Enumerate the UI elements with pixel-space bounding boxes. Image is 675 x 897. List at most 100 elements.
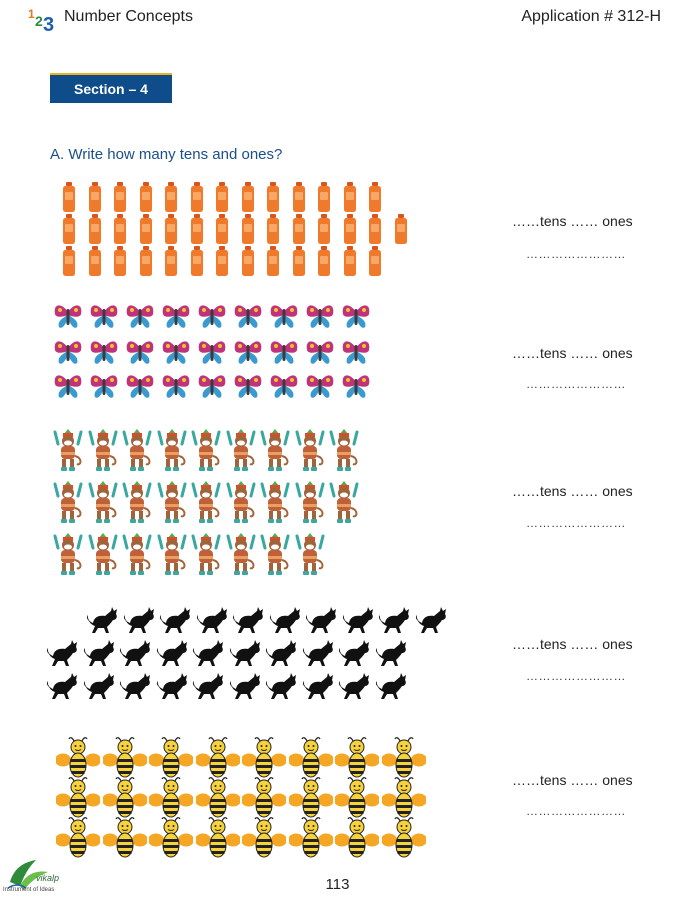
monkey-icon [122,480,152,529]
monkey-icon [191,428,221,477]
butterfly-icon [269,300,299,335]
bee-icon [287,737,334,786]
bottle-icon [139,246,153,281]
monkey-icon [260,532,290,581]
cat-icon [155,671,191,706]
bottle-icon [215,214,229,249]
cat-icon [45,638,81,673]
butterfly-icon [89,300,119,335]
bee-icon [241,737,287,786]
monkey-icon [157,428,187,477]
bottle-icon [62,214,76,249]
cat-icon [337,671,373,706]
bottle-icon [343,246,357,281]
monkey-icon [157,532,187,581]
cat-icon [228,671,264,706]
bee-icon [380,777,427,826]
monkey-icon [295,532,325,581]
butterfly-icon [269,336,299,371]
bottle-icon [190,246,204,281]
bottle-icon [113,214,127,249]
monkey-icon [226,480,256,529]
bee-icon [55,737,101,786]
monkey-icon [260,480,290,529]
monkey-icon [329,480,359,529]
cat-icon [374,671,410,706]
bee-icon [148,737,194,786]
vikalp-tagline: Instrument of Ideas [3,887,55,893]
header-title: Number Concepts [64,8,193,25]
cat-icon [85,605,121,640]
cat-icon [82,671,118,706]
butterfly-icon [305,300,335,335]
number-concepts-logo: 1 2 3 [28,7,54,32]
monkey-icon [157,480,187,529]
answer-blank-1[interactable]: …………………… [526,247,626,261]
bottle-icon [241,182,255,217]
butterfly-icon [53,370,83,405]
bee-icon [287,817,334,866]
answer-tens-ones-2[interactable]: ……tens …… ones [512,345,633,361]
butterfly-icon [233,370,263,405]
cat-icon [82,638,118,673]
answer-blank-4[interactable]: …………………… [526,669,626,683]
butterfly-icon [125,370,155,405]
bottle-icon [266,214,280,249]
bottle-icon [368,246,382,281]
bottle-icon [292,182,306,217]
monkey-icon [226,428,256,477]
bottle-icon [190,214,204,249]
bee-icon [380,737,427,786]
butterfly-icon [161,300,191,335]
answer-tens-ones-1[interactable]: ……tens …… ones [512,213,633,229]
bottle-icon [88,214,102,249]
answer-tens-ones-5[interactable]: ……tens …… ones [512,772,633,788]
monkey-icon [260,428,290,477]
cat-icon [264,638,300,673]
bee-icon [101,777,148,826]
monkey-icon [88,428,118,477]
butterfly-icon [341,300,371,335]
butterfly-icon [125,300,155,335]
answer-blank-5[interactable]: …………………… [526,804,626,818]
bottle-icon [317,214,331,249]
cat-icon [304,605,340,640]
cat-icon [118,671,154,706]
answer-tens-ones-4[interactable]: ……tens …… ones [512,636,633,652]
butterfly-icon [197,370,227,405]
bottle-icon [139,182,153,217]
answer-blank-3[interactable]: …………………… [526,516,626,530]
monkey-icon [53,480,83,529]
bottle-icon [113,246,127,281]
cat-icon [264,671,300,706]
bottle-icon [62,246,76,281]
monkey-icon [295,480,325,529]
cat-icon [414,605,450,640]
bee-icon [241,817,287,866]
bottle-icon [190,182,204,217]
bottle-icon [88,246,102,281]
bee-icon [101,737,148,786]
answer-tens-ones-3[interactable]: ……tens …… ones [512,483,633,499]
bottle-icon [317,182,331,217]
bottle-icon [343,182,357,217]
bee-icon [334,817,380,866]
cat-icon [268,605,304,640]
butterfly-icon [53,336,83,371]
bee-icon [334,737,380,786]
vikalp-brand: vikalp [36,873,60,883]
answer-blank-2[interactable]: …………………… [526,377,626,391]
butterfly-icon [53,300,83,335]
bee-icon [380,817,427,866]
bottle-icon [88,182,102,217]
cat-icon [45,671,81,706]
butterfly-icon [89,336,119,371]
bottle-icon [241,246,255,281]
monkey-icon [191,480,221,529]
cat-icon [158,605,194,640]
butterfly-icon [341,370,371,405]
application-number: Application # 312-H [521,8,661,25]
cat-icon [341,605,377,640]
monkey-icon [88,532,118,581]
cat-icon [231,605,267,640]
